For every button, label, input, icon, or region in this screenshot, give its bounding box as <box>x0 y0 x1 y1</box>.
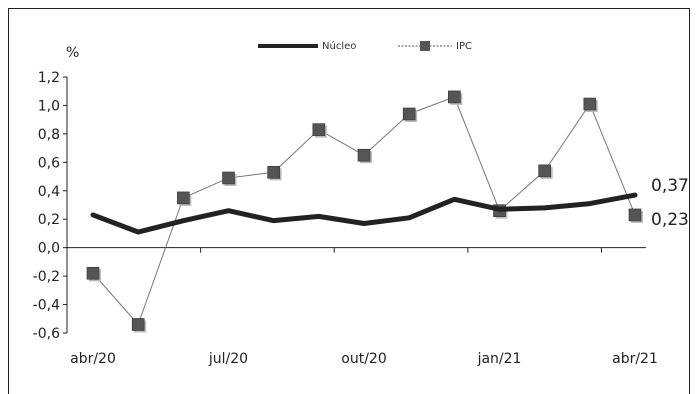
chart-frame <box>8 8 690 394</box>
ipc-point <box>86 266 100 280</box>
y-axis: -0,6 -0,4 -0,2 0,0 0,2 0,4 0,6 0,8 1,0 1,2 <box>33 70 68 342</box>
y-tick-label: 0,4 <box>38 184 60 200</box>
end-label-nucleo: 0,37 <box>651 176 689 196</box>
x-axis: abr/20 jul/20 out/20 jan/21 abr/21 <box>66 247 658 367</box>
series <box>86 90 643 333</box>
y-tick-label: 0,6 <box>38 155 60 171</box>
y-tick-label: 1,2 <box>38 70 60 86</box>
y-unit-label: % <box>66 45 79 61</box>
ipc-point <box>628 208 642 222</box>
legend-nucleo-label: Núcleo <box>322 40 356 52</box>
ipc-point <box>177 191 190 205</box>
ipc-point <box>357 148 371 162</box>
x-tick-label: abr/20 <box>70 351 116 367</box>
ipc-point <box>402 107 416 121</box>
x-tick-label: abr/21 <box>612 351 658 367</box>
x-tick-label: jul/20 <box>208 351 248 367</box>
ipc-point <box>312 123 326 136</box>
x-tick-label: jan/21 <box>477 351 522 367</box>
y-tick-label: 0,2 <box>38 212 60 228</box>
legend: Núcleo IPC <box>258 40 472 52</box>
x-tick-label: out/20 <box>341 351 386 367</box>
y-tick-label: -0,6 <box>33 326 60 342</box>
ipc-point <box>131 318 145 331</box>
ipc-point <box>448 90 461 104</box>
legend-ipc-marker <box>420 41 430 51</box>
series-line-ipc <box>92 96 636 326</box>
legend-ipc-label: IPC <box>456 41 472 52</box>
y-tick-label: 0,0 <box>38 241 60 257</box>
y-tick-label: 0,8 <box>38 127 60 143</box>
ipc-point <box>267 165 280 179</box>
ipc-point <box>222 171 235 185</box>
end-label-ipc: 0,23 <box>651 210 689 230</box>
ipc-point <box>583 97 597 111</box>
ipc-point <box>538 164 551 178</box>
y-tick-label: 1,0 <box>38 98 60 114</box>
y-tick-label: -0,2 <box>33 269 60 285</box>
y-tick-label: -0,4 <box>33 298 60 314</box>
series-line-nucleo <box>90 192 638 235</box>
